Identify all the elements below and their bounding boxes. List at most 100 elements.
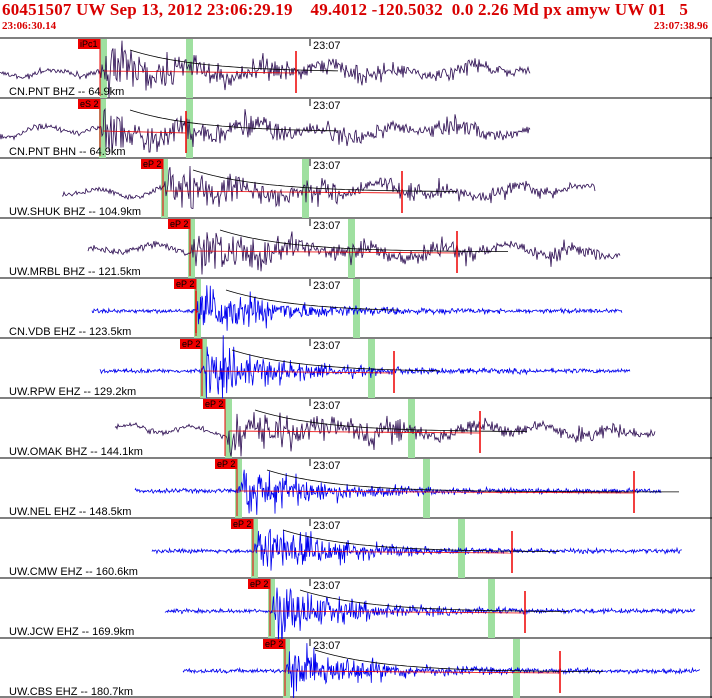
coda-fit-line bbox=[102, 130, 187, 134]
station-label: UW.CMW EHZ -- 160.6km bbox=[9, 566, 138, 578]
coda-window-marker bbox=[161, 159, 168, 218]
phase-pick-box[interactable] bbox=[78, 99, 100, 109]
coda-decay-curve bbox=[314, 649, 603, 672]
seismogram-trace-row: 23:07 eS 2 CN.PNT BHN -- 64.9km bbox=[0, 99, 531, 158]
phase-pick-box[interactable] bbox=[141, 159, 163, 169]
seismogram-trace-row: 23:07 eP 2 UW.JCW EHZ -- 169.9km bbox=[9, 579, 696, 648]
seismogram-trace-row: 23:07 eP 2 UW.CBS EHZ -- 180.7km bbox=[9, 639, 700, 698]
coda-fit-line bbox=[203, 370, 395, 374]
phase-pick-label: eP 2 bbox=[265, 639, 283, 649]
station-label: CN.PNT BHN -- 64.9km bbox=[9, 146, 126, 158]
seismogram-trace-row: 23:07 eP 2 UW.MRBL BHZ -- 121.5km bbox=[9, 219, 621, 278]
waveform bbox=[182, 643, 700, 698]
station-label: UW.CBS EHZ -- 180.7km bbox=[9, 686, 133, 698]
coda-fit-line bbox=[286, 670, 561, 674]
phase-pick-label: iPc1 bbox=[80, 39, 98, 49]
phase-pick-label: eP 2 bbox=[176, 279, 194, 289]
station-label: CN.VDB EHZ -- 123.5km bbox=[9, 326, 131, 338]
minute-label: 23:07 bbox=[313, 160, 341, 172]
end-time: 23:07:38.96 bbox=[653, 20, 708, 32]
coda-fit-line bbox=[238, 490, 635, 494]
phase-pick-label: eP 2 bbox=[233, 519, 251, 529]
coda-window-marker bbox=[200, 339, 207, 398]
station-label: UW.JCW EHZ -- 169.9km bbox=[9, 626, 134, 638]
station-label: UW.NEL EHZ -- 148.5km bbox=[9, 506, 131, 518]
waveform bbox=[134, 469, 662, 515]
coda-decay-curve bbox=[192, 169, 457, 192]
coda-decay-curve bbox=[231, 349, 441, 372]
seismogram-trace-row: 23:07 eP 2 UW.NEL EHZ -- 148.5km bbox=[9, 459, 679, 518]
seismogram-trace-row: 23:07 eP 2 UW.OMAK BHZ -- 144.1km bbox=[9, 399, 656, 458]
waveform bbox=[0, 40, 531, 98]
waveform bbox=[91, 285, 623, 331]
minute-label: 23:07 bbox=[313, 280, 341, 292]
phase-pick-label: eP 2 bbox=[217, 459, 235, 469]
phase-pick-label: eS 2 bbox=[80, 99, 99, 109]
phase-pick-box[interactable] bbox=[263, 639, 285, 649]
coda-decay-curve bbox=[129, 109, 339, 132]
station-label: UW.SHUK BHZ -- 104.9km bbox=[9, 206, 141, 218]
coda-window-marker bbox=[513, 639, 520, 698]
phase-pick-box[interactable] bbox=[203, 399, 225, 409]
coda-window-marker bbox=[100, 39, 107, 98]
phase-pick-label: eP 2 bbox=[170, 219, 188, 229]
phase-pick-label: eP 2 bbox=[143, 159, 161, 169]
seismogram-trace-row: 23:07 eP 2 CN.VDB EHZ -- 123.5km bbox=[9, 279, 623, 338]
phase-pick-label: eP 2 bbox=[182, 339, 200, 349]
coda-window-marker bbox=[268, 579, 275, 638]
seismogram-trace-row: 23:07 iPc1 CN.PNT BHZ -- 64.9km bbox=[0, 39, 531, 98]
minute-label: 23:07 bbox=[313, 100, 341, 112]
coda-decay-curve bbox=[282, 529, 560, 552]
coda-fit-line bbox=[228, 430, 481, 434]
phase-pick-label: eP 2 bbox=[250, 579, 268, 589]
coda-window-marker bbox=[225, 399, 232, 458]
phase-pick-label: eP 2 bbox=[205, 399, 223, 409]
station-label: UW.MRBL BHZ -- 121.5km bbox=[9, 266, 141, 278]
waveform bbox=[61, 165, 596, 209]
coda-decay-curve bbox=[299, 589, 568, 612]
station-label: UW.RPW EHZ -- 129.2km bbox=[9, 386, 136, 398]
coda-decay-curve bbox=[219, 229, 508, 252]
coda-fit-line bbox=[191, 250, 458, 254]
phase-pick-box[interactable] bbox=[180, 339, 202, 349]
phase-pick-box[interactable] bbox=[215, 459, 237, 469]
coda-decay-curve bbox=[266, 469, 679, 493]
coda-fit-line bbox=[164, 190, 403, 194]
phase-pick-box[interactable] bbox=[248, 579, 270, 589]
seismogram-trace-row: 23:07 eP 2 UW.CMW EHZ -- 160.6km bbox=[9, 519, 683, 578]
coda-window-marker bbox=[488, 579, 495, 638]
minute-label: 23:07 bbox=[313, 340, 341, 352]
coda-fit-line bbox=[103, 70, 297, 74]
phase-pick-box[interactable] bbox=[168, 219, 190, 229]
waveform bbox=[164, 587, 696, 648]
seismogram-trace-row: 23:07 eP 2 UW.RPW EHZ -- 129.2km bbox=[9, 335, 631, 399]
start-time: 23:06:30.14 bbox=[2, 20, 57, 32]
minute-label: 23:07 bbox=[313, 220, 341, 232]
minute-label: 23:07 bbox=[313, 40, 341, 52]
coda-decay-curve bbox=[254, 409, 527, 432]
minute-label: 23:07 bbox=[313, 580, 341, 592]
station-label: UW.OMAK BHZ -- 144.1km bbox=[9, 446, 143, 458]
coda-fit-line bbox=[271, 610, 526, 614]
phase-pick-box[interactable] bbox=[231, 519, 253, 529]
minute-label: 23:07 bbox=[313, 400, 341, 412]
waveform bbox=[114, 412, 656, 457]
phase-pick-box[interactable] bbox=[174, 279, 196, 289]
station-label: CN.PNT BHZ -- 64.9km bbox=[9, 86, 124, 98]
coda-fit-line bbox=[254, 550, 513, 554]
waveform bbox=[99, 335, 631, 399]
seismogram-trace-row: 23:07 eP 2 UW.SHUK BHZ -- 104.9km bbox=[9, 159, 596, 218]
coda-decay-curve bbox=[225, 289, 399, 311]
coda-decay-curve bbox=[129, 49, 339, 72]
record-header: 60451507 UW Sep 13, 2012 23:06:29.19 49.… bbox=[0, 0, 712, 38]
minute-label: 23:07 bbox=[313, 460, 341, 472]
phase-pick-box[interactable] bbox=[78, 39, 100, 49]
coda-window-marker bbox=[458, 519, 465, 578]
coda-window-marker bbox=[99, 99, 106, 158]
waveform bbox=[87, 231, 621, 275]
waveform bbox=[0, 107, 531, 153]
minute-label: 23:07 bbox=[313, 640, 341, 652]
minute-label: 23:07 bbox=[313, 520, 341, 532]
waveform bbox=[151, 528, 683, 571]
